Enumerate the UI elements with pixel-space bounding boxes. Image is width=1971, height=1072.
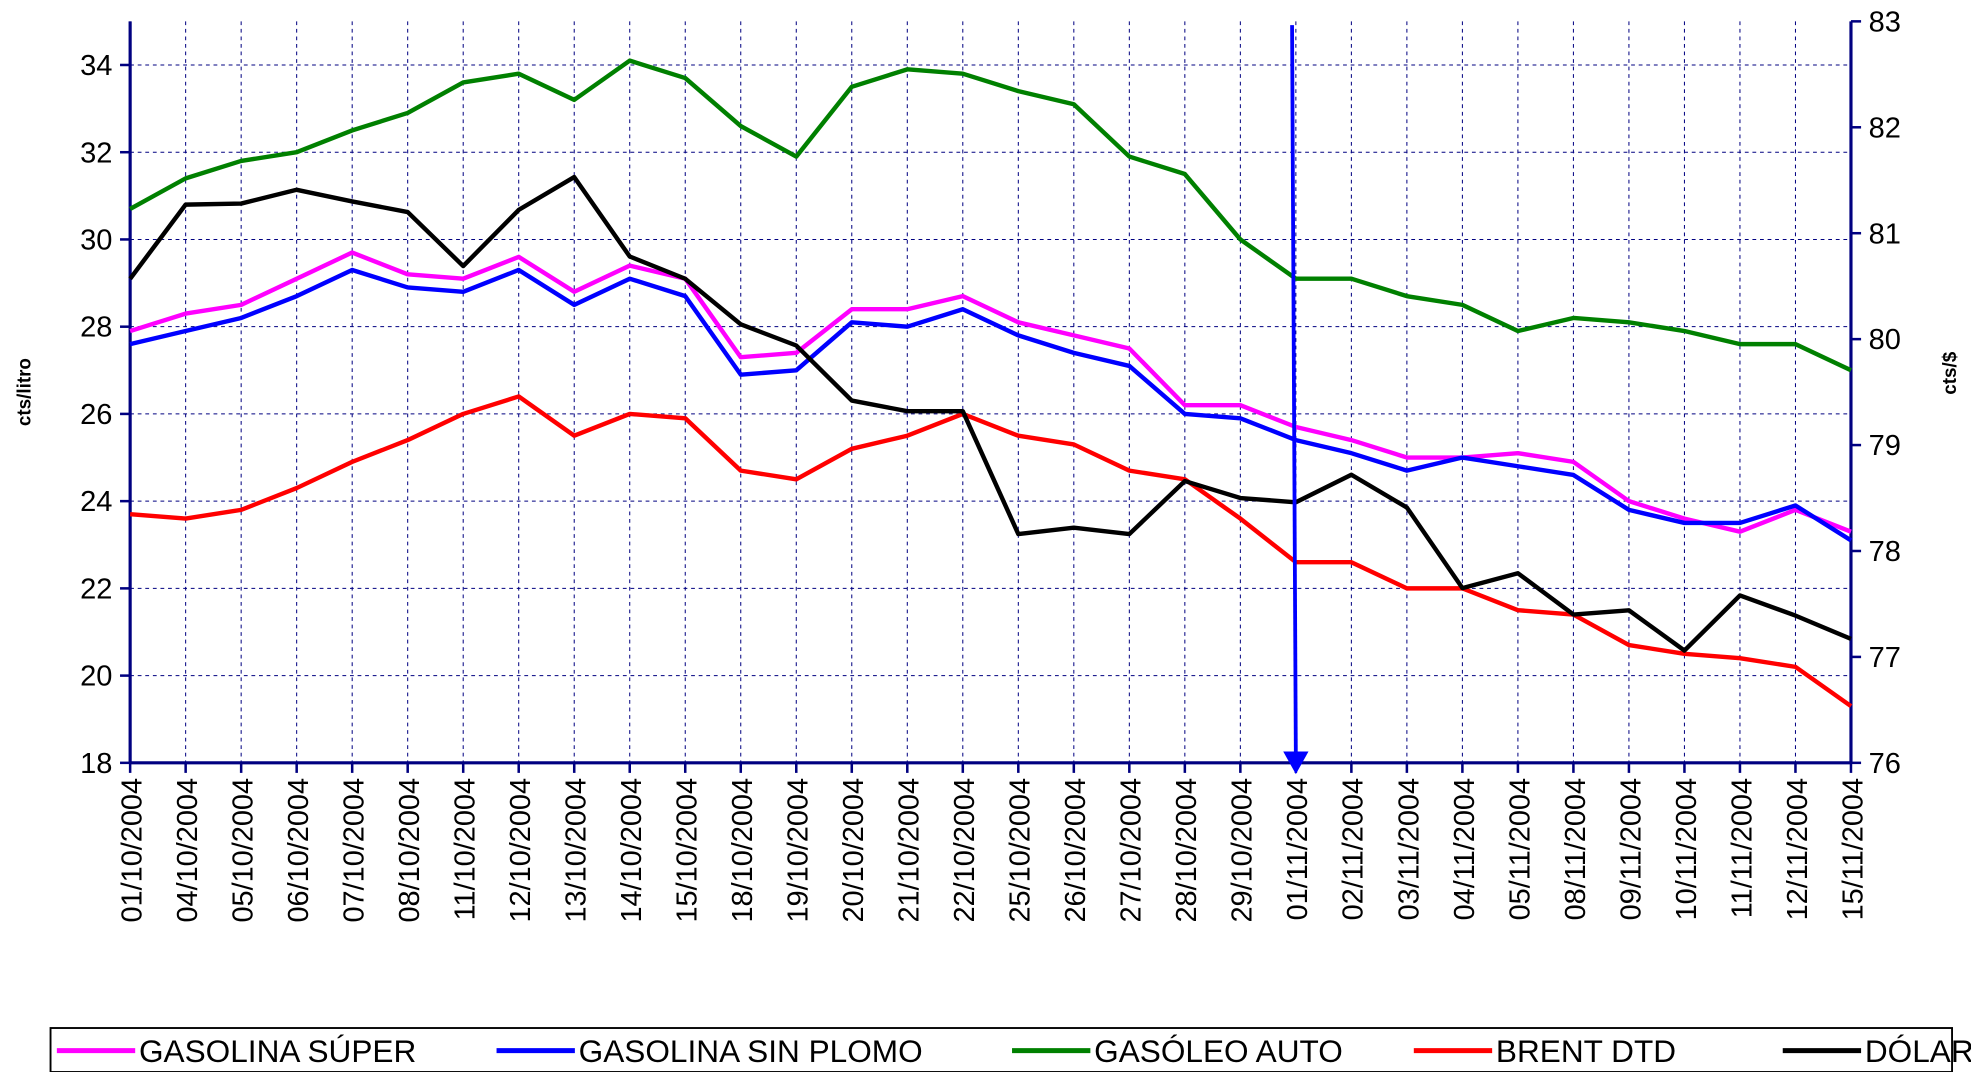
series-line: [129, 250, 1852, 534]
x-tick-label: 04/11/2004: [1449, 778, 1481, 920]
y-tick-label: 30: [80, 225, 112, 257]
x-tick-label: 25/10/2004: [1005, 778, 1037, 923]
legend-label: GASÓLEO AUTO: [1094, 1033, 1343, 1069]
x-tick-label: 08/11/2004: [1560, 778, 1592, 920]
y-tick-label: 26: [80, 399, 112, 431]
x-tick-label: 21/10/2004: [894, 778, 926, 923]
x-tick-label: 20/10/2004: [838, 778, 870, 923]
x-tick-label: 04/10/2004: [172, 778, 204, 923]
x-tick-label: 15/10/2004: [672, 778, 704, 923]
x-tick-label: 27/10/2004: [1116, 778, 1148, 923]
y-tick-label: 32: [80, 137, 112, 169]
series-line: [128, 174, 1852, 653]
x-tick-label: 12/10/2004: [505, 778, 537, 923]
x-tick-label: 28/10/2004: [1171, 778, 1203, 923]
x-tick-label: 05/10/2004: [227, 778, 259, 923]
y2-tick-label: 81: [1869, 218, 1901, 250]
x-tick-label: 01/11/2004: [1282, 778, 1314, 920]
x-tick-label: 05/11/2004: [1504, 778, 1536, 920]
x-tick-label: 22/10/2004: [949, 778, 981, 923]
y2-tick-label: 83: [1869, 6, 1901, 38]
x-tick-label: 07/10/2004: [338, 778, 370, 923]
x-tick-label: 19/10/2004: [783, 778, 815, 923]
y-tick-label: 28: [80, 312, 112, 344]
x-tick-label: 06/10/2004: [283, 778, 315, 923]
x-tick-label: 02/11/2004: [1338, 778, 1370, 920]
y2-tick-label: 80: [1869, 324, 1901, 356]
x-tick-label: 09/11/2004: [1615, 778, 1647, 920]
legend-label: GASOLINA SÚPER: [139, 1033, 416, 1069]
x-tick-label: 15/11/2004: [1837, 778, 1869, 920]
legend-label: GASOLINA SIN PLOMO: [579, 1033, 923, 1069]
series-line: [129, 58, 1852, 373]
series-line: [129, 267, 1853, 543]
legend-label: BRENT DTD: [1496, 1033, 1676, 1069]
y-tick-label: 34: [80, 50, 112, 82]
x-tick-label: 26/10/2004: [1060, 778, 1092, 923]
series-line: [129, 394, 1853, 708]
x-tick-label: 11/11/2004: [1726, 778, 1758, 918]
y-tick-label: 20: [80, 661, 112, 693]
y-tick-label: 18: [80, 748, 112, 780]
y2-tick-label: 79: [1869, 430, 1901, 462]
x-tick-label: 03/11/2004: [1393, 778, 1425, 920]
y-axis-label: cts/litro: [14, 358, 35, 426]
x-tick-label: 08/10/2004: [394, 778, 426, 923]
legend-box: [49, 1027, 1953, 1072]
x-tick-label: 13/10/2004: [561, 778, 593, 923]
y-tick-label: 24: [80, 486, 112, 518]
y2-tick-label: 78: [1869, 536, 1901, 568]
marker-arrow-head: [1283, 751, 1309, 775]
y2-tick-label: 82: [1869, 112, 1901, 144]
marker-arrow: [1290, 25, 1298, 761]
y2-tick-label: 77: [1869, 642, 1901, 674]
legend-label: DÓLAR: [1865, 1033, 1971, 1069]
y2-tick-label: 76: [1869, 748, 1901, 780]
x-tick-label: 29/10/2004: [1227, 778, 1259, 923]
x-tick-label: 10/11/2004: [1671, 778, 1703, 920]
y2-axis-label: cts/$: [1940, 351, 1961, 394]
x-tick-label: 11/10/2004: [450, 778, 482, 920]
x-tick-label: 14/10/2004: [616, 778, 648, 923]
x-tick-label: 01/10/2004: [116, 778, 148, 923]
x-tick-label: 18/10/2004: [727, 778, 759, 923]
y-tick-label: 22: [80, 573, 112, 605]
x-tick-label: 12/11/2004: [1782, 778, 1814, 920]
